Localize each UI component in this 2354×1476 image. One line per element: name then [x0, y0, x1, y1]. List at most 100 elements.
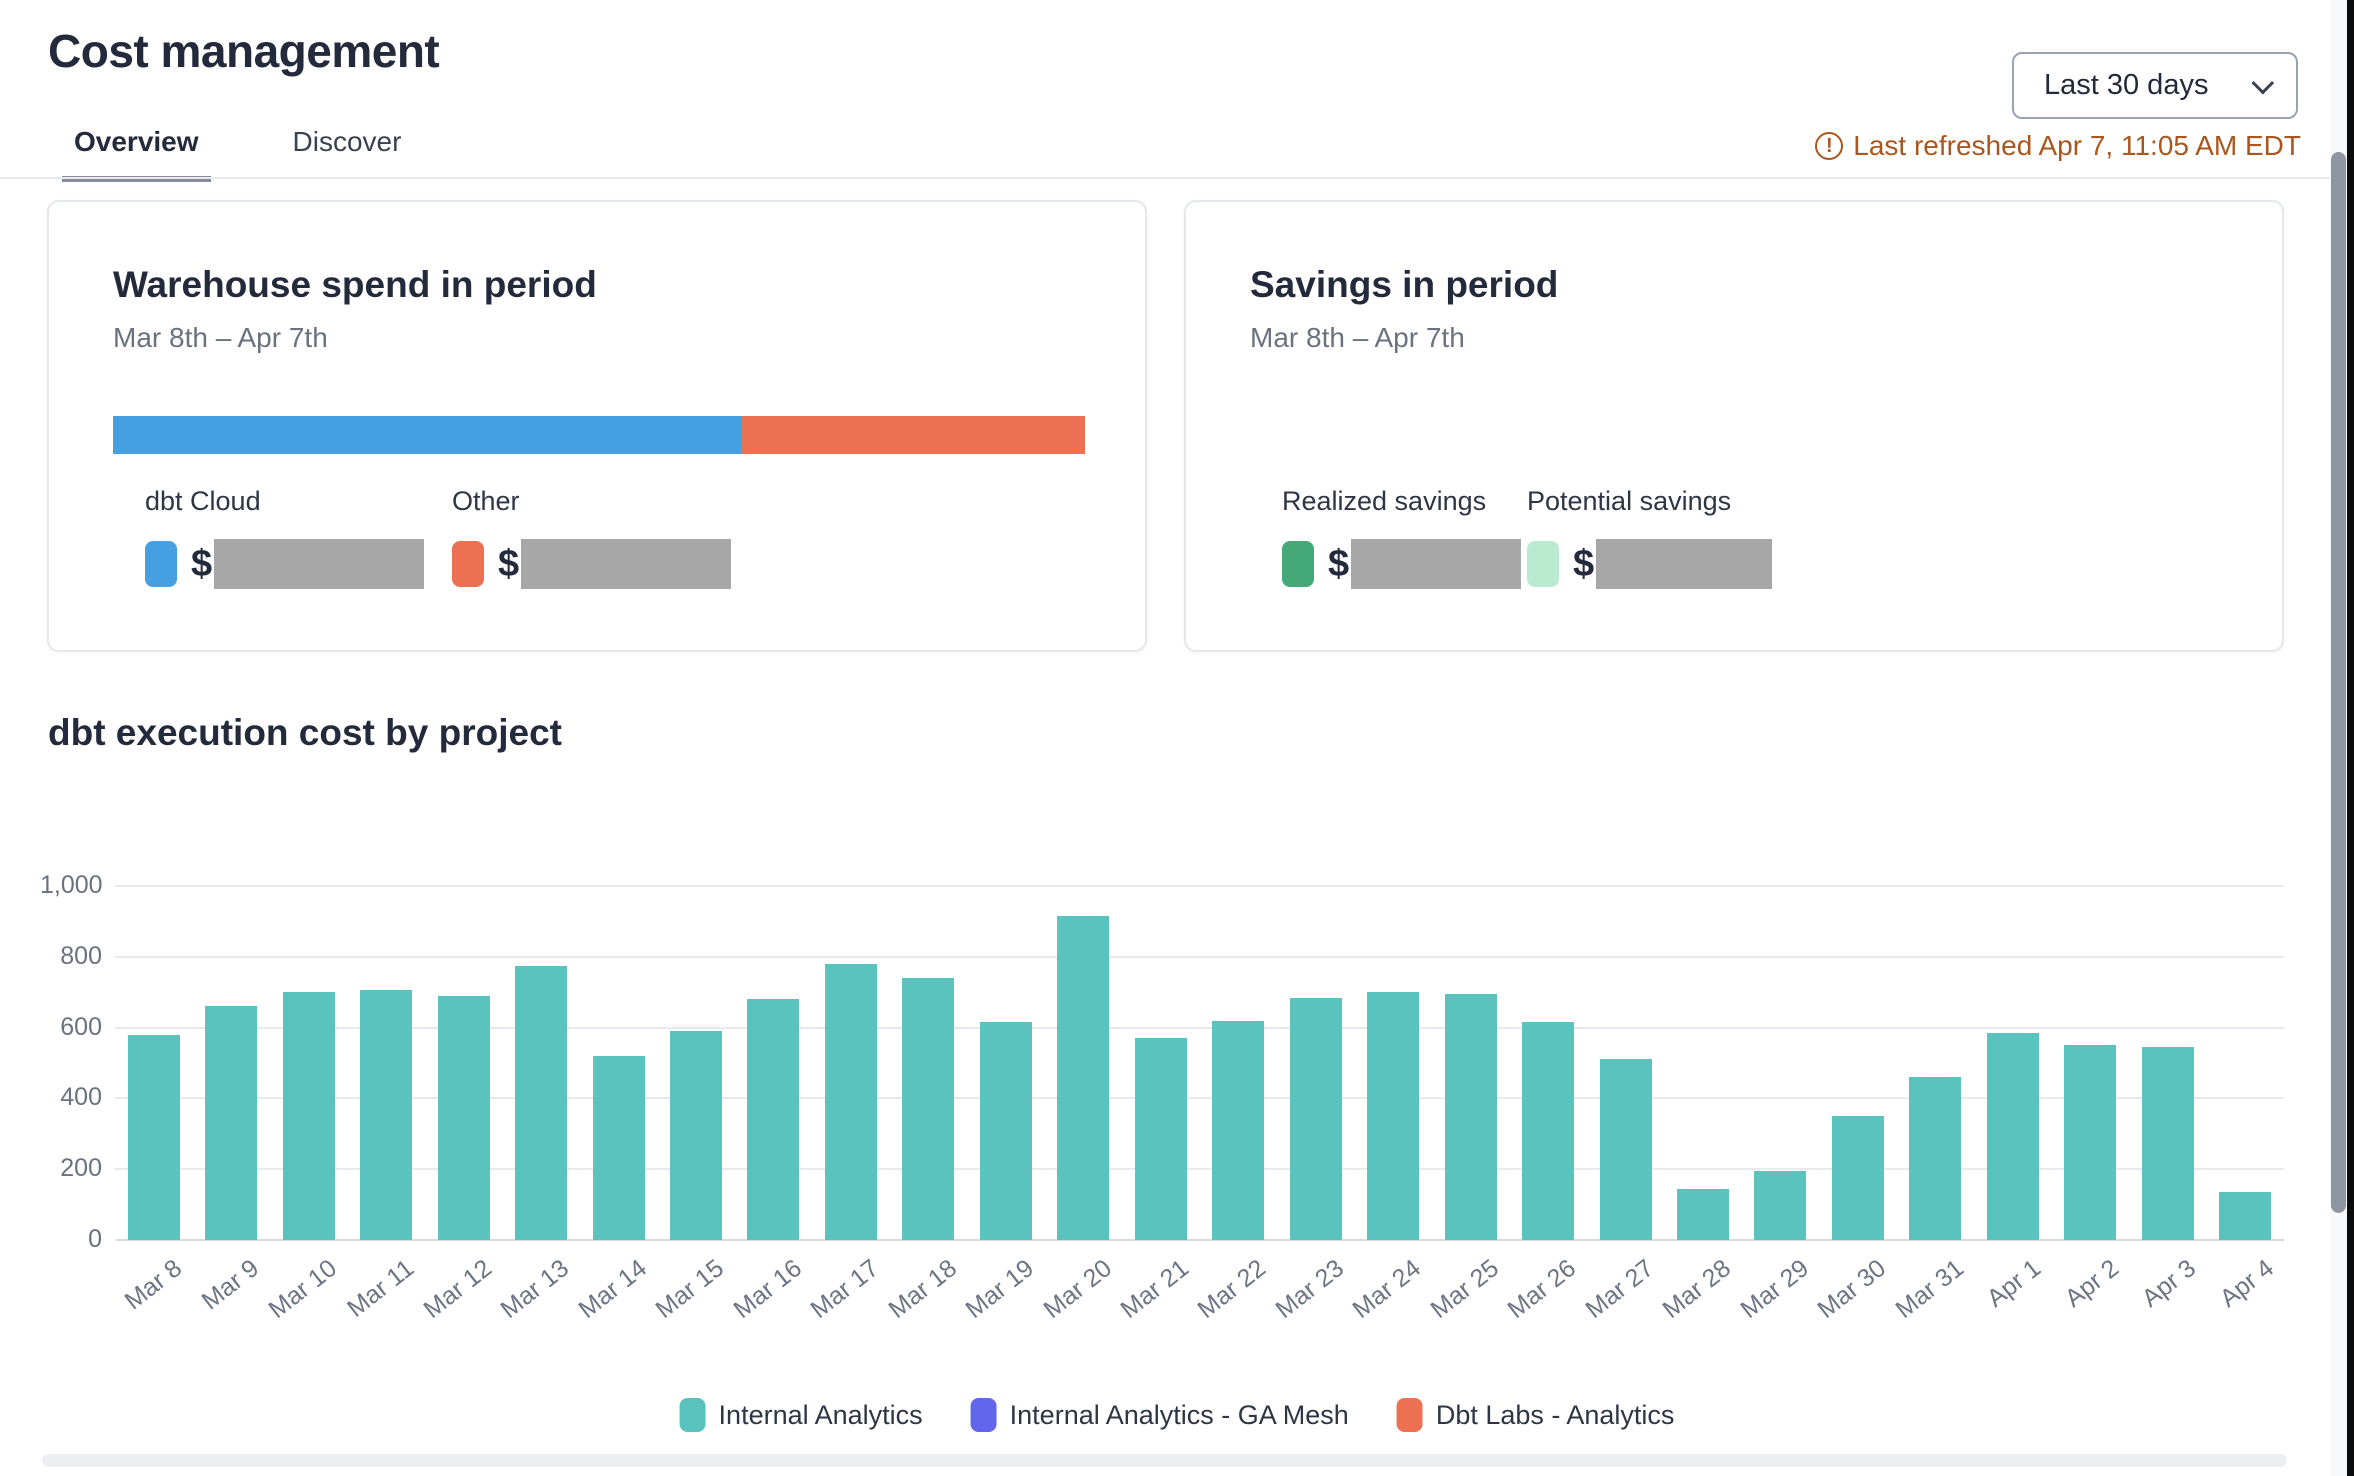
bar-mar-21[interactable]: [1134, 1038, 1187, 1240]
y-axis-tick-label: 800: [60, 941, 102, 970]
dbt-cloud-color-swatch: [145, 541, 177, 587]
x-axis-tick-label: Mar 19: [960, 1254, 1040, 1324]
spend-stacked-bar: [113, 416, 1085, 454]
gridline: [115, 1168, 2284, 1171]
x-axis-tick-label: Mar 20: [1037, 1254, 1117, 1324]
bar-mar-9[interactable]: [205, 1006, 258, 1240]
spend-metrics: dbt Cloud $ Other $: [145, 486, 1081, 589]
y-axis-tick-label: 400: [60, 1083, 102, 1112]
x-axis-tick-label: Mar 26: [1502, 1254, 1582, 1324]
bar-mar-24[interactable]: [1367, 992, 1420, 1240]
bar-mar-11[interactable]: [360, 990, 413, 1240]
x-axis-tick-label: Apr 3: [2136, 1254, 2202, 1313]
legend-swatch: [679, 1398, 706, 1432]
x-axis-tick-label: Mar 8: [119, 1254, 187, 1316]
active-tab-underline: [62, 176, 211, 182]
bar-apr-2[interactable]: [2064, 1045, 2117, 1240]
x-axis-tick-label: Mar 22: [1192, 1254, 1272, 1324]
x-axis-tick-label: Apr 2: [2059, 1254, 2124, 1313]
tab-discover-label: Discover: [292, 126, 402, 157]
x-axis-tick-label: Mar 14: [573, 1254, 652, 1324]
x-axis-tick-label: Mar 23: [1270, 1254, 1349, 1324]
x-axis-tick-label: Apr 4: [2214, 1254, 2279, 1313]
summary-cards-row: Warehouse spend in period Mar 8th – Apr …: [47, 200, 2284, 652]
x-axis-tick-label: Mar 28: [1657, 1254, 1737, 1324]
vertical-scrollbar-thumb[interactable]: [2331, 152, 2346, 1213]
period-select-value: Last 30 days: [2044, 69, 2209, 101]
bar-mar-20[interactable]: [1057, 916, 1110, 1240]
refresh-status-text: Last refreshed Apr 7, 11:05 AM EDT: [1853, 130, 2301, 161]
bar-apr-3[interactable]: [2141, 1047, 2194, 1240]
spend-bar-segment: [740, 416, 1085, 454]
gridline: [115, 885, 2284, 887]
redacted-value: [521, 539, 732, 589]
x-axis-tick-label: Mar 18: [883, 1254, 962, 1324]
bar-mar-13[interactable]: [515, 965, 568, 1240]
page-title: Cost management: [48, 25, 440, 77]
tab-bar: Overview Discover: [62, 126, 413, 182]
y-axis-tick-label: 1,000: [40, 871, 103, 899]
y-axis-tick-label: 200: [60, 1154, 102, 1183]
savings-card: Savings in period Mar 8th – Apr 7th Real…: [1184, 200, 2284, 652]
x-axis-tick-label: Mar 25: [1425, 1254, 1504, 1324]
alert-circle-icon: !: [1815, 132, 1844, 160]
currency-symbol: $: [191, 542, 213, 585]
bar-mar-31[interactable]: [1909, 1077, 1962, 1240]
tab-overview[interactable]: Overview: [62, 126, 211, 182]
bar-mar-8[interactable]: [127, 1034, 180, 1240]
bar-apr-4[interactable]: [2219, 1192, 2272, 1240]
bar-mar-26[interactable]: [1522, 1022, 1575, 1240]
period-select[interactable]: Last 30 days: [2012, 52, 2298, 119]
metric-other: Other $: [452, 486, 759, 589]
chevron-down-icon: [2251, 71, 2275, 94]
bar-apr-1[interactable]: [1986, 1032, 2039, 1240]
tab-overview-label: Overview: [74, 126, 199, 157]
legend-item[interactable]: Dbt Labs - Analytics: [1396, 1398, 1675, 1432]
bar-mar-28[interactable]: [1677, 1188, 1730, 1240]
savings-period: Mar 8th – Apr 7th: [1250, 322, 1465, 353]
currency-symbol: $: [1328, 542, 1350, 585]
gridline: [115, 1097, 2284, 1100]
x-axis-tick-label: Mar 15: [650, 1254, 730, 1324]
legend-label: Internal Analytics: [718, 1399, 923, 1430]
bar-mar-19[interactable]: [979, 1022, 1032, 1240]
y-axis-tick-label: 600: [60, 1012, 102, 1041]
metric-realized-savings: Realized savings $: [1282, 486, 1527, 589]
metric-dbt-cloud: dbt Cloud $: [145, 486, 452, 589]
legend-label: Dbt Labs - Analytics: [1435, 1399, 1675, 1430]
metric-other-label: Other: [452, 486, 520, 516]
currency-symbol: $: [1573, 542, 1595, 585]
tab-discover[interactable]: Discover: [281, 126, 414, 182]
bar-mar-12[interactable]: [437, 995, 490, 1240]
bar-mar-18[interactable]: [902, 978, 955, 1240]
execution-cost-bar-chart: 0 200 400 600 800 1,000 Mar 8 Mar 9 Mar 10 Mar 11…: [40, 850, 2290, 1410]
gridline: [115, 1239, 2284, 1241]
bar-mar-10[interactable]: [282, 992, 335, 1240]
warehouse-spend-period: Mar 8th – Apr 7th: [113, 322, 328, 353]
metric-potential-savings: Potential savings $: [1527, 486, 1772, 589]
warehouse-spend-title: Warehouse spend in period: [113, 264, 597, 305]
bar-mar-25[interactable]: [1444, 993, 1497, 1240]
x-axis-tick-label: Mar 24: [1347, 1254, 1427, 1324]
bar-mar-29[interactable]: [1754, 1170, 1807, 1240]
legend-item[interactable]: Internal Analytics: [679, 1398, 923, 1432]
bar-mar-14[interactable]: [592, 1055, 645, 1240]
bar-mar-16[interactable]: [747, 999, 800, 1240]
horizontal-scrollbar[interactable]: [42, 1454, 2287, 1467]
x-axis-tick-label: Mar 13: [495, 1254, 575, 1324]
bar-mar-30[interactable]: [1831, 1116, 1884, 1240]
legend-item[interactable]: Internal Analytics - GA Mesh: [970, 1398, 1349, 1432]
x-axis-tick-label: Mar 9: [196, 1254, 265, 1316]
x-axis-tick-label: Mar 27: [1580, 1254, 1659, 1324]
y-axis-tick-label: 0: [88, 1225, 102, 1253]
x-axis-tick-label: Mar 30: [1812, 1254, 1892, 1324]
screen-right-edge: [2347, 0, 2354, 1476]
gridline: [115, 955, 2284, 958]
x-axis-tick-label: Mar 12: [418, 1254, 497, 1324]
header-divider: [0, 177, 2334, 179]
bar-mar-22[interactable]: [1212, 1020, 1265, 1240]
bar-mar-27[interactable]: [1599, 1059, 1652, 1240]
bar-mar-17[interactable]: [824, 963, 877, 1240]
bar-mar-23[interactable]: [1289, 997, 1342, 1240]
bar-mar-15[interactable]: [669, 1031, 722, 1240]
